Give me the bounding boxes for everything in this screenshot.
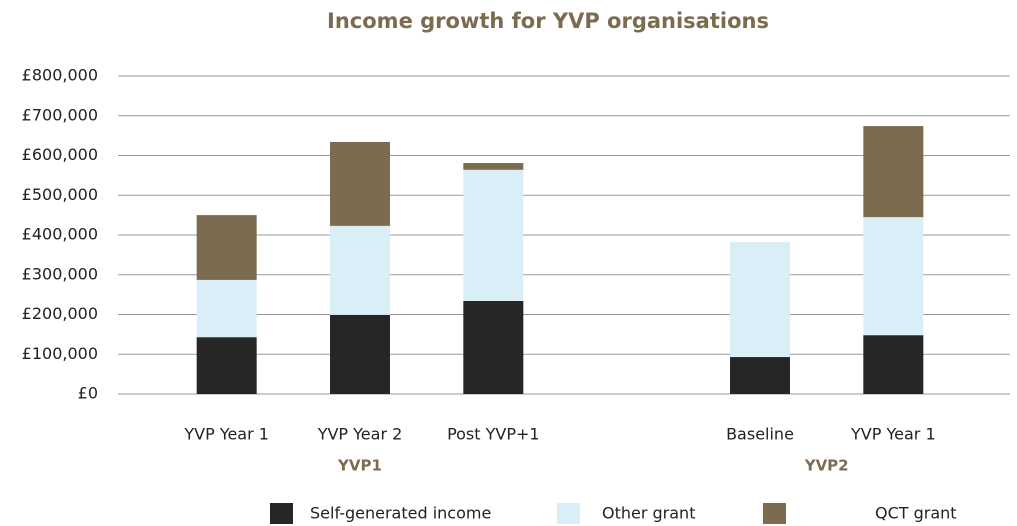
- bar-segment: [463, 169, 524, 301]
- legend-swatch: [763, 503, 786, 524]
- y-tick-label: £0: [78, 384, 98, 403]
- x-tick-label: Baseline: [726, 425, 794, 444]
- bar-segment: [330, 314, 390, 394]
- y-tick-label: £800,000: [22, 66, 98, 85]
- x-tick-label: Post YVP+1: [447, 425, 540, 444]
- y-tick-label: £100,000: [22, 344, 98, 363]
- legend-label: QCT grant: [875, 504, 957, 523]
- legend-label: Self-generated income: [310, 504, 491, 523]
- bar-segment: [196, 337, 257, 394]
- x-tick-label: YVP Year 1: [850, 425, 936, 444]
- bar-segment: [863, 126, 924, 218]
- group-label: YVP2: [804, 457, 849, 475]
- bar-segment: [330, 225, 390, 315]
- y-tick-label: £300,000: [22, 264, 98, 283]
- bar-segment: [730, 357, 790, 394]
- bar-segment: [196, 279, 257, 338]
- legend-swatch: [557, 503, 580, 524]
- bar-segment: [730, 242, 790, 358]
- bar-segment: [330, 141, 390, 226]
- chart-title: Income growth for YVP organisations: [327, 9, 769, 33]
- bar-segment: [863, 335, 924, 394]
- bar-segment: [463, 163, 524, 170]
- legend-swatch: [270, 503, 293, 524]
- y-tick-label: £600,000: [22, 145, 98, 164]
- x-tick-label: YVP Year 1: [183, 425, 269, 444]
- bar-segment: [863, 217, 924, 336]
- y-tick-label: £400,000: [22, 225, 98, 244]
- y-tick-label: £200,000: [22, 304, 98, 323]
- bar-segment: [463, 300, 524, 394]
- y-tick-label: £700,000: [22, 105, 98, 124]
- legend-label: Other grant: [602, 504, 695, 523]
- x-tick-label: YVP Year 2: [317, 425, 403, 444]
- group-label: YVP1: [337, 457, 382, 475]
- y-tick-label: £500,000: [22, 185, 98, 204]
- bar-segment: [196, 215, 257, 280]
